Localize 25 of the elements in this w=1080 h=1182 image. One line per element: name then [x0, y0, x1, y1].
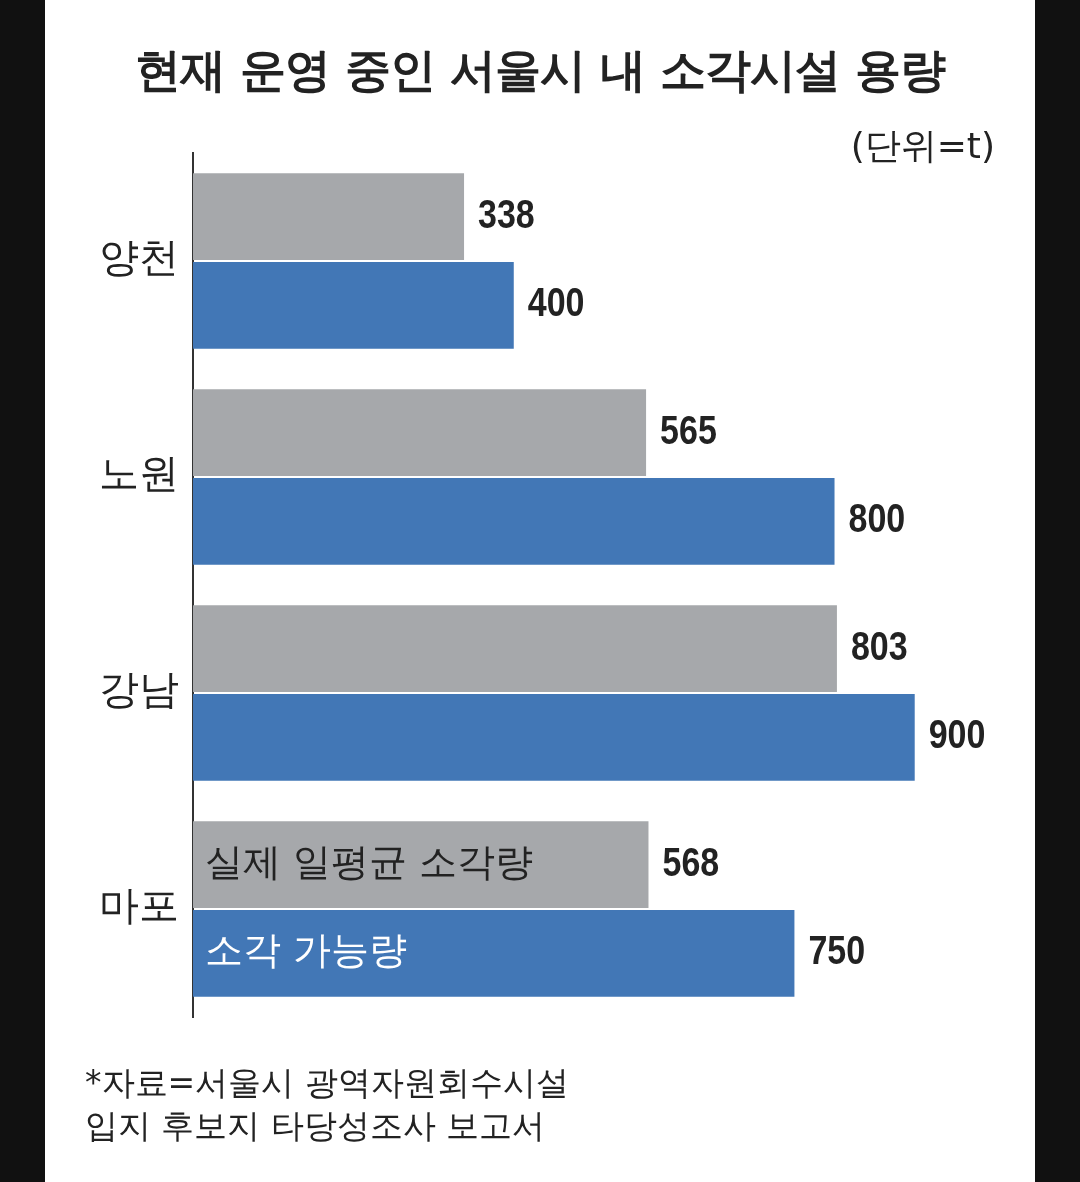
data-label: 750 — [808, 927, 866, 973]
annotation: *자료=서울시 광역자원회수시설 입지 후보지 타당성조사 보고서 — [85, 1062, 569, 1147]
bar — [193, 389, 647, 477]
bar — [193, 173, 465, 261]
data-label: 900 — [928, 711, 986, 757]
y-tick-label: 노원 — [99, 450, 179, 497]
y-tick-label: 강남 — [99, 666, 179, 713]
bar — [193, 477, 835, 565]
series-label: 소각 가능량 — [205, 928, 408, 973]
text: (단위=t) — [850, 124, 995, 168]
bar — [193, 605, 837, 693]
data-label: 803 — [850, 623, 908, 669]
bar — [193, 693, 915, 781]
chart-title: 현재 운영 중인 서울시 내 소각시설 용량 — [133, 42, 947, 99]
data-label: 400 — [527, 279, 585, 325]
series-label: 실제 일평균 소각량 — [205, 839, 534, 884]
bar — [193, 909, 795, 997]
bar — [193, 821, 649, 909]
y-tick-label: 양천 — [99, 234, 179, 281]
data-label: 338 — [478, 191, 535, 237]
y-tick-label: 마포 — [99, 882, 179, 929]
bar — [193, 261, 514, 349]
data-label: 565 — [660, 407, 717, 453]
data-label: 568 — [662, 839, 720, 885]
data-label: 800 — [848, 495, 906, 541]
